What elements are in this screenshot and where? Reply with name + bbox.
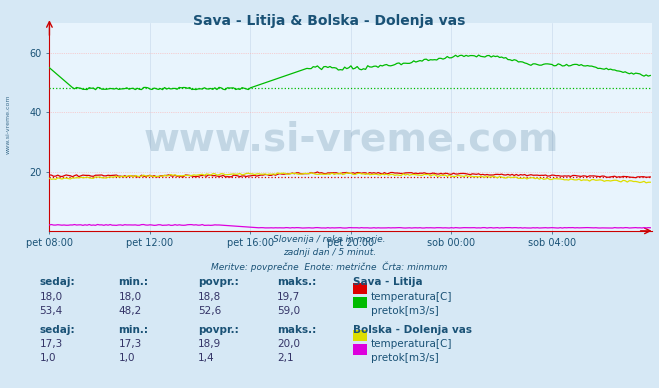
Text: pretok[m3/s]: pretok[m3/s] [371, 306, 439, 316]
Text: 18,9: 18,9 [198, 339, 221, 349]
Text: 20,0: 20,0 [277, 339, 300, 349]
Text: Bolska - Dolenja vas: Bolska - Dolenja vas [353, 325, 472, 335]
Text: 2,1: 2,1 [277, 353, 293, 363]
Text: 1,4: 1,4 [198, 353, 214, 363]
Text: temperatura[C]: temperatura[C] [371, 292, 453, 302]
Text: www.si-vreme.com: www.si-vreme.com [6, 94, 11, 154]
Text: 19,7: 19,7 [277, 292, 300, 302]
Text: 1,0: 1,0 [40, 353, 56, 363]
Text: 18,0: 18,0 [119, 292, 142, 302]
Text: 59,0: 59,0 [277, 306, 300, 316]
Text: 52,6: 52,6 [198, 306, 221, 316]
Text: maks.:: maks.: [277, 325, 316, 335]
Text: 17,3: 17,3 [119, 339, 142, 349]
Text: 48,2: 48,2 [119, 306, 142, 316]
Text: Slovenija / reke in morje.: Slovenija / reke in morje. [273, 235, 386, 244]
Text: temperatura[C]: temperatura[C] [371, 339, 453, 349]
Text: sedaj:: sedaj: [40, 277, 75, 288]
Text: pretok[m3/s]: pretok[m3/s] [371, 353, 439, 363]
Text: povpr.:: povpr.: [198, 325, 239, 335]
Text: 1,0: 1,0 [119, 353, 135, 363]
Text: maks.:: maks.: [277, 277, 316, 288]
Text: 53,4: 53,4 [40, 306, 63, 316]
Text: povpr.:: povpr.: [198, 277, 239, 288]
Text: sedaj:: sedaj: [40, 325, 75, 335]
Text: Sava - Litija: Sava - Litija [353, 277, 422, 288]
Text: 17,3: 17,3 [40, 339, 63, 349]
Text: zadnji dan / 5 minut.: zadnji dan / 5 minut. [283, 248, 376, 257]
Text: min.:: min.: [119, 325, 149, 335]
Text: 18,8: 18,8 [198, 292, 221, 302]
Text: min.:: min.: [119, 277, 149, 288]
Text: Meritve: povprečne  Enote: metrične  Črta: minmum: Meritve: povprečne Enote: metrične Črta:… [212, 262, 447, 272]
Text: www.si-vreme.com: www.si-vreme.com [143, 121, 559, 159]
Text: 18,0: 18,0 [40, 292, 63, 302]
Text: Sava - Litija & Bolska - Dolenja vas: Sava - Litija & Bolska - Dolenja vas [193, 14, 466, 28]
